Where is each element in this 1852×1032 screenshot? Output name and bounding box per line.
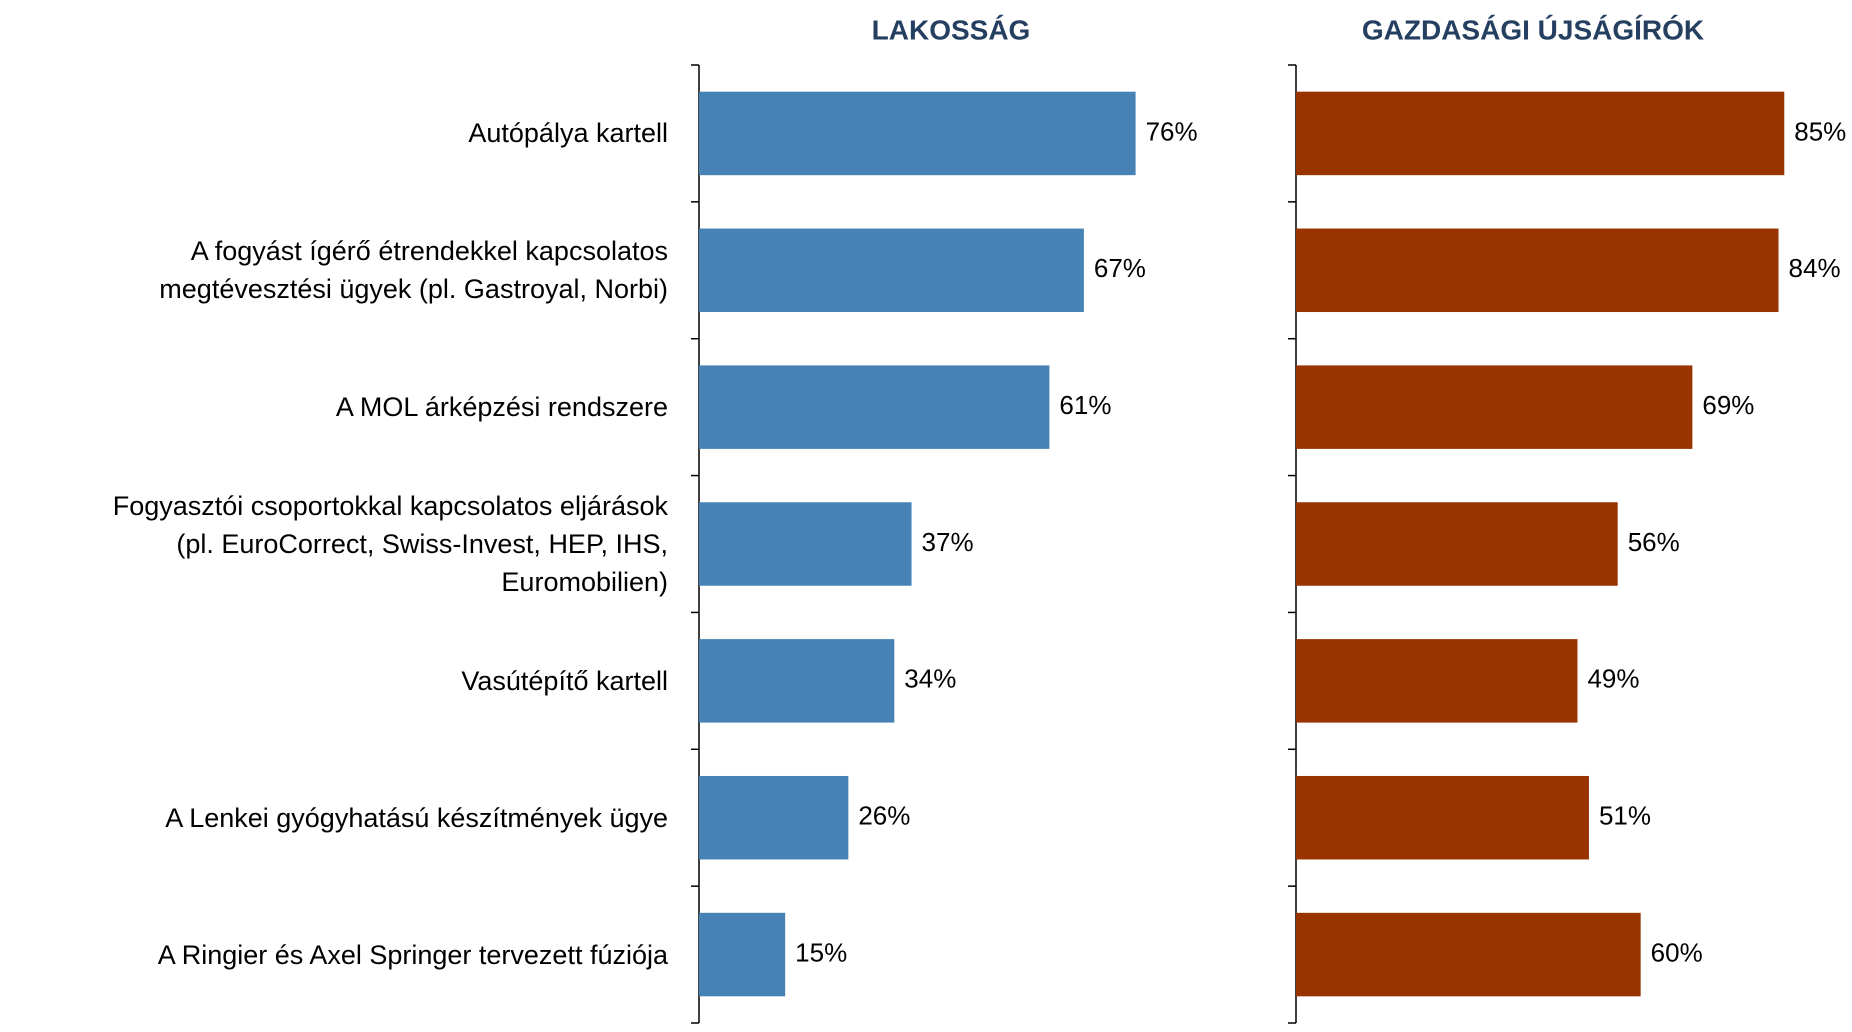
category-label: A Ringier és Axel Springer tervezett fúz… (157, 939, 668, 970)
value-label: 76% (1146, 116, 1198, 146)
bar (699, 912, 786, 997)
value-label: 69% (1702, 390, 1754, 420)
bar (699, 91, 1136, 176)
bar (699, 502, 912, 586)
value-label: 49% (1587, 664, 1639, 694)
value-label: 56% (1628, 527, 1680, 557)
category-label: A Lenkei gyógyhatású készítmények ügye (165, 802, 668, 833)
bar (1296, 775, 1589, 860)
bar (699, 365, 1050, 449)
category-label: Autópálya kartell (468, 118, 668, 149)
category-label: A fogyást ígérő étrendekkel kapcsolatos … (159, 236, 668, 305)
value-label: 67% (1094, 253, 1146, 283)
bar (699, 228, 1084, 313)
bar (1296, 912, 1641, 997)
value-label: 61% (1059, 390, 1111, 420)
bar (1296, 639, 1578, 723)
chart-title: LAKOSSÁG (872, 14, 1031, 45)
value-label: 60% (1651, 937, 1703, 967)
value-label: 37% (922, 527, 974, 557)
bar (699, 775, 849, 860)
chart-title: GAZDASÁGI ÚJSÁGÍRÓK (1362, 14, 1704, 45)
bar (1296, 365, 1693, 449)
value-label: 34% (904, 664, 956, 694)
value-label: 15% (795, 937, 847, 967)
category-label: A MOL árképzési rendszere (335, 392, 668, 423)
value-label: 51% (1599, 801, 1651, 831)
value-label: 26% (858, 801, 910, 831)
category-label: Fogyasztói csoportokkal kapcsolatos eljá… (112, 491, 668, 597)
category-label: Vasútépítő kartell (461, 665, 668, 696)
bar (1296, 91, 1785, 176)
bar (1296, 502, 1618, 586)
bar (699, 639, 895, 723)
value-label: 84% (1789, 253, 1841, 283)
bar (1296, 228, 1779, 313)
value-label: 85% (1794, 116, 1846, 146)
